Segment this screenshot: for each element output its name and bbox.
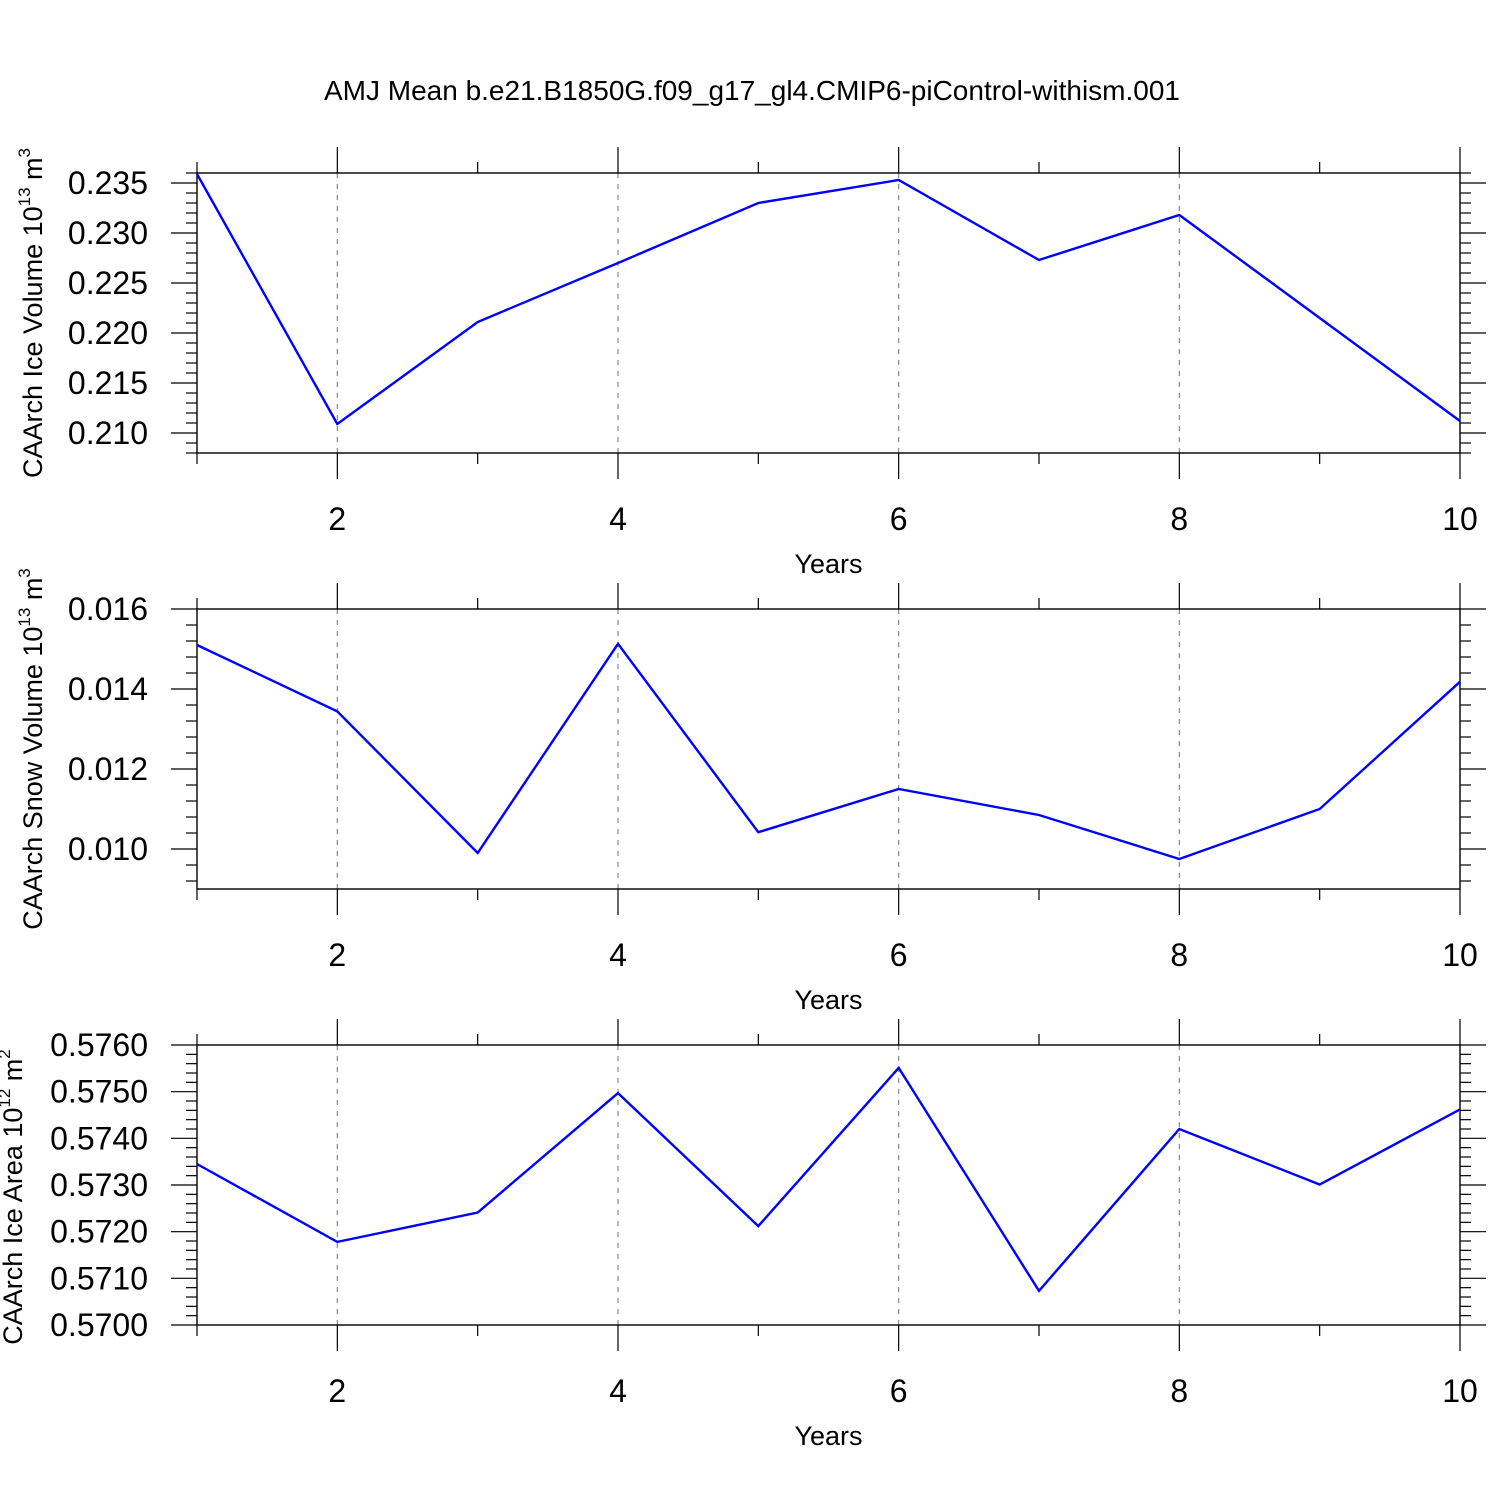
x-tick-label: 10 [1442,937,1478,973]
panel-1: 2 4 6 8 10 0.210 0.215 0.220 0.225 0.230 0.235 Year… [15,147,1486,579]
x-tick-label: 2 [328,1373,346,1409]
y-tick-label: 0.5710 [50,1260,148,1296]
y-tick-label: 0.225 [68,265,148,301]
y-tick-label: 0.220 [68,315,148,351]
y-tick-label: 0.5730 [50,1167,148,1203]
y-tick-label: 0.010 [68,831,148,867]
chart-title: AMJ Mean b.e21.B1850G.f09_g17_gl4.CMIP6-… [324,75,1180,106]
y-axis-label: CAArch Ice Volume 1013 m3 [15,148,48,478]
x-tick-label: 10 [1442,1373,1478,1409]
plot-frame [196,608,1461,890]
y-tick-label: 0.014 [68,671,148,707]
x-tick-label: 10 [1442,501,1478,537]
y-axis-label: CAArch Snow Volume 1013 m3 [15,568,48,930]
panel-2: 2 4 6 8 10 0.010 0.012 0.014 0.016 Years CAArch Sn… [15,568,1486,1015]
x-axis-label: Years [794,1421,862,1451]
plot-frame [196,172,1461,454]
y-tick-label: 0.5760 [50,1027,148,1063]
x-tick-label: 8 [1170,1373,1188,1409]
x-tick-label: 8 [1170,937,1188,973]
series-line [196,641,1461,861]
y-tick-label: 0.016 [68,591,148,627]
y-axis-label: CAArch Ice Area 1012 m2 [0,1049,28,1345]
plot-frame [196,1044,1461,1326]
series-line [196,1065,1461,1293]
y-tick-label: 0.5740 [50,1120,148,1156]
x-tick-label: 2 [328,501,346,537]
y-tick-label: 0.230 [68,215,148,251]
x-tick-label: 6 [890,1373,908,1409]
x-tick-label: 4 [609,937,627,973]
x-tick-label: 6 [890,937,908,973]
series-line [195,173,1461,426]
y-tick-label: 0.210 [68,415,148,451]
y-tick-label: 0.5750 [50,1074,148,1110]
x-tick-label: 8 [1170,501,1188,537]
x-tick-label: 4 [609,501,627,537]
y-tick-label: 0.5720 [50,1214,148,1250]
x-axis-label: Years [794,549,862,579]
x-tick-label: 2 [328,937,346,973]
y-tick-label: 0.215 [68,365,148,401]
x-tick-label: 6 [890,501,908,537]
y-tick-label: 0.235 [68,165,148,201]
y-tick-label: 0.012 [68,751,148,787]
x-axis-label: Years [794,985,862,1015]
panel-3: 2 4 6 8 10 0.5700 0.5710 0.5720 0.5730 0.5740 0.57… [0,1019,1486,1451]
x-tick-label: 4 [609,1373,627,1409]
y-tick-label: 0.5700 [50,1307,148,1343]
